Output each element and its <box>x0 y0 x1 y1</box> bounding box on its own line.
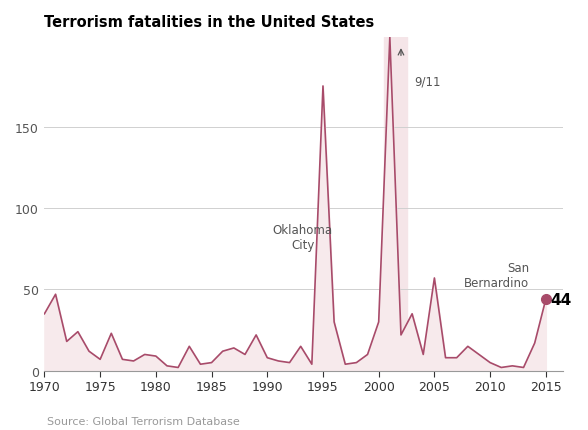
Text: 9/11: 9/11 <box>415 75 441 88</box>
Text: San
Bernardino: San Bernardino <box>464 262 529 290</box>
Bar <box>385 38 406 371</box>
Text: Oklahoma
City: Oklahoma City <box>273 224 333 252</box>
Text: 44: 44 <box>550 292 572 307</box>
Text: Terrorism fatalities in the United States: Terrorism fatalities in the United State… <box>45 15 375 30</box>
Text: Source: Global Terrorism Database: Source: Global Terrorism Database <box>47 415 240 426</box>
